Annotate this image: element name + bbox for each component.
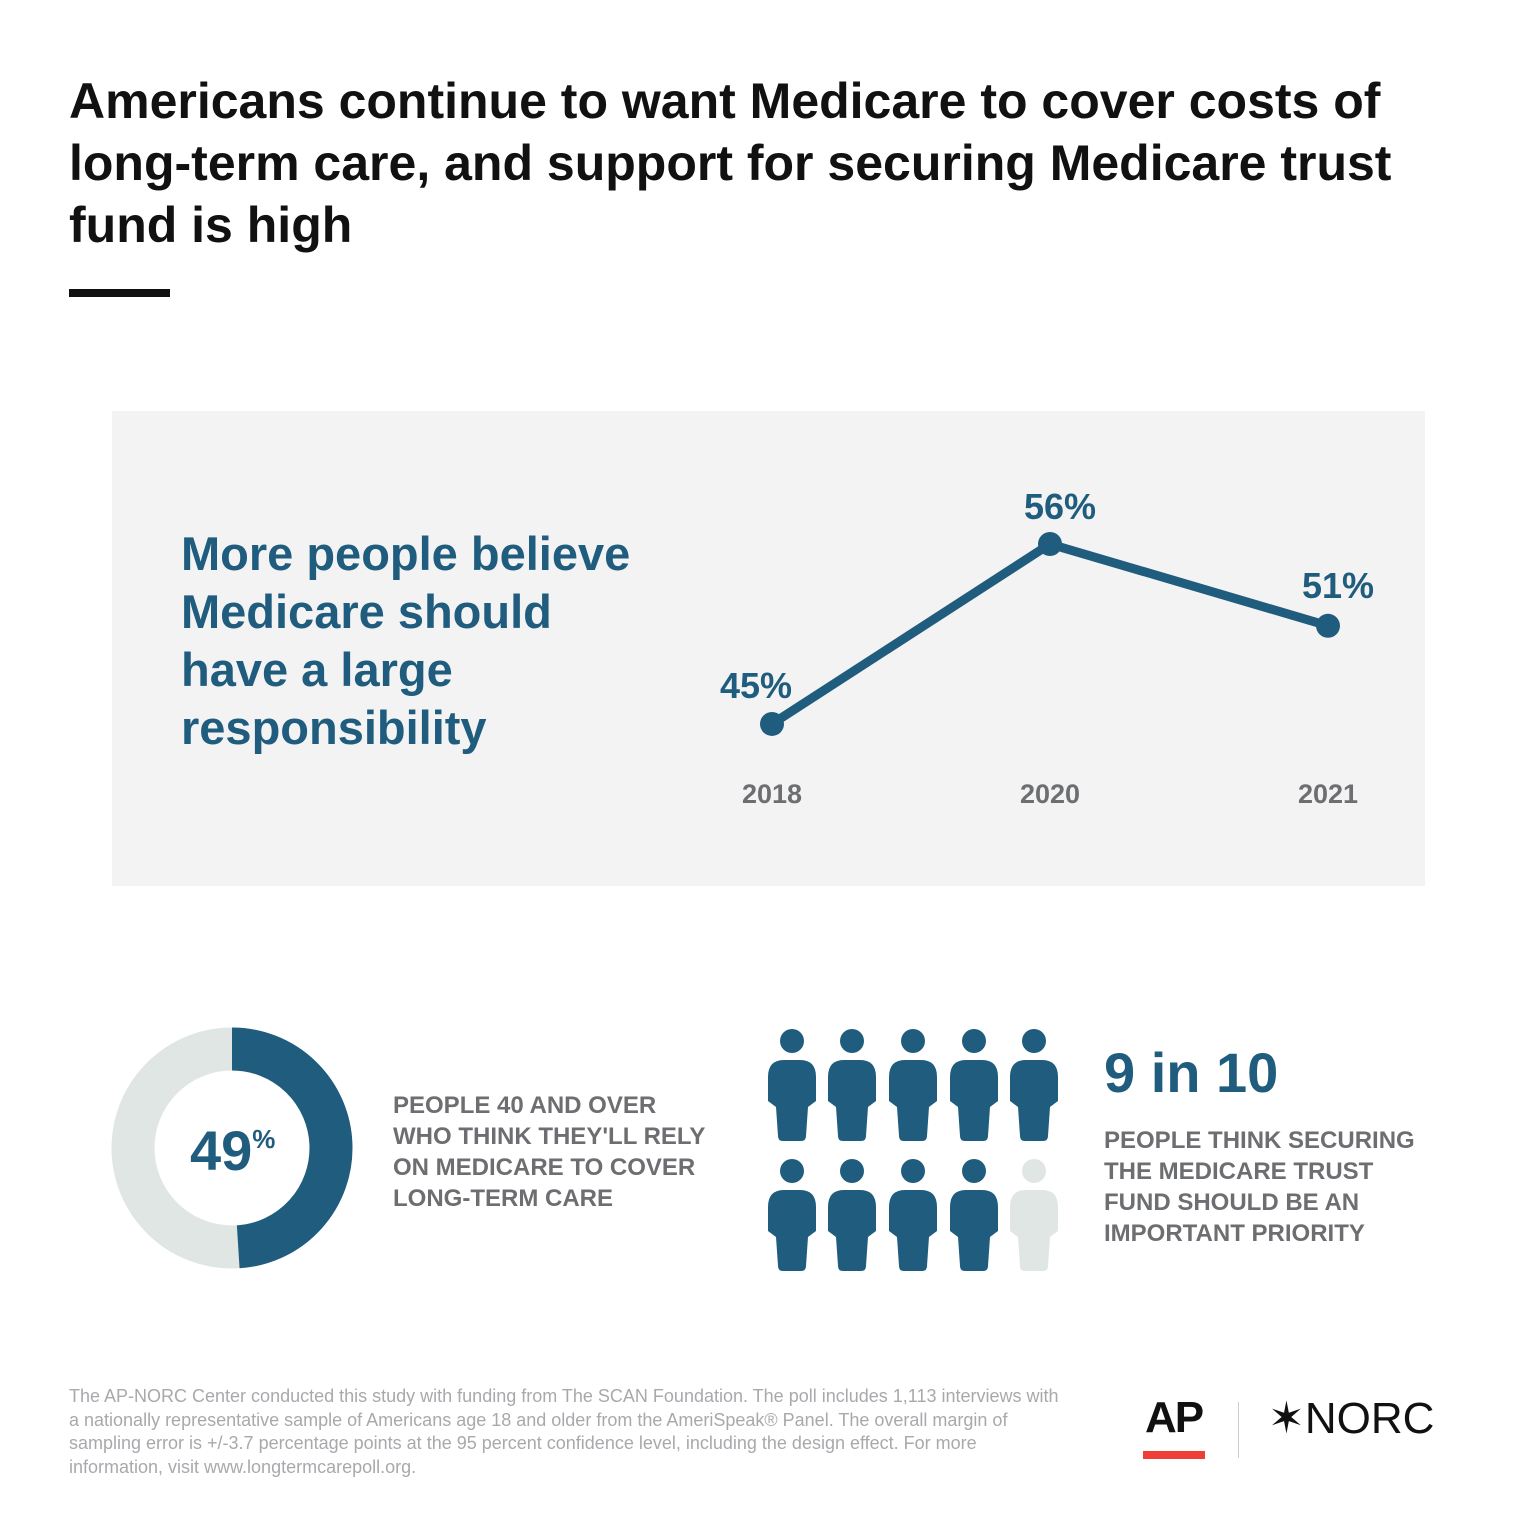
person-head-icon xyxy=(780,1029,804,1053)
pictogram-label: 9 in 10 xyxy=(1104,1041,1279,1104)
data-point xyxy=(1316,613,1340,638)
data-label: 51% xyxy=(1302,565,1374,606)
ap-logo: AP xyxy=(1145,1393,1204,1442)
person-icon xyxy=(889,1060,937,1141)
person-icon xyxy=(768,1190,816,1271)
donut-segment xyxy=(231,1027,353,1269)
x-tick-label: 2018 xyxy=(742,779,802,809)
person-head-icon xyxy=(1022,1029,1046,1053)
title-rule xyxy=(69,289,170,297)
data-point xyxy=(1038,532,1062,556)
donut-value: 49% xyxy=(190,1119,276,1182)
person-icon xyxy=(889,1190,937,1271)
chart-headline: More people believe Medicare should have… xyxy=(181,527,631,754)
person-icon xyxy=(828,1060,876,1141)
person-head-icon xyxy=(840,1159,864,1183)
footer-note: The AP-NORC Center conducted this study … xyxy=(69,1386,1059,1477)
person-head-icon xyxy=(840,1029,864,1053)
person-head-icon xyxy=(962,1029,986,1053)
person-icon xyxy=(768,1060,816,1141)
data-label: 45% xyxy=(720,665,792,706)
person-head-icon xyxy=(901,1159,925,1183)
pictogram-caption: PEOPLE THINK SECURING THE MEDICARE TRUST… xyxy=(1104,1127,1415,1247)
person-icon xyxy=(950,1060,998,1141)
data-point xyxy=(760,711,784,736)
x-tick-label: 2021 xyxy=(1298,779,1358,809)
logo-divider xyxy=(1238,1402,1239,1458)
person-head-icon xyxy=(962,1159,986,1183)
data-label: 56% xyxy=(1024,486,1096,527)
person-head-icon xyxy=(901,1029,925,1053)
line-series xyxy=(769,539,1330,728)
person-head-icon xyxy=(780,1159,804,1183)
line-chart-panel xyxy=(112,411,1425,886)
donut-caption: PEOPLE 40 AND OVER WHO THINK THEY'LL REL… xyxy=(393,1092,705,1212)
ap-logo-bar xyxy=(1143,1451,1205,1459)
norc-logo: ✶NORC xyxy=(1268,1394,1435,1443)
x-tick-label: 2020 xyxy=(1020,779,1080,809)
person-icon xyxy=(950,1190,998,1271)
person-icon xyxy=(1010,1190,1058,1271)
page-title: Americans continue to want Medicare to c… xyxy=(69,73,1392,253)
person-icon xyxy=(828,1190,876,1271)
person-head-icon xyxy=(1022,1159,1046,1183)
person-icon xyxy=(1010,1060,1058,1141)
